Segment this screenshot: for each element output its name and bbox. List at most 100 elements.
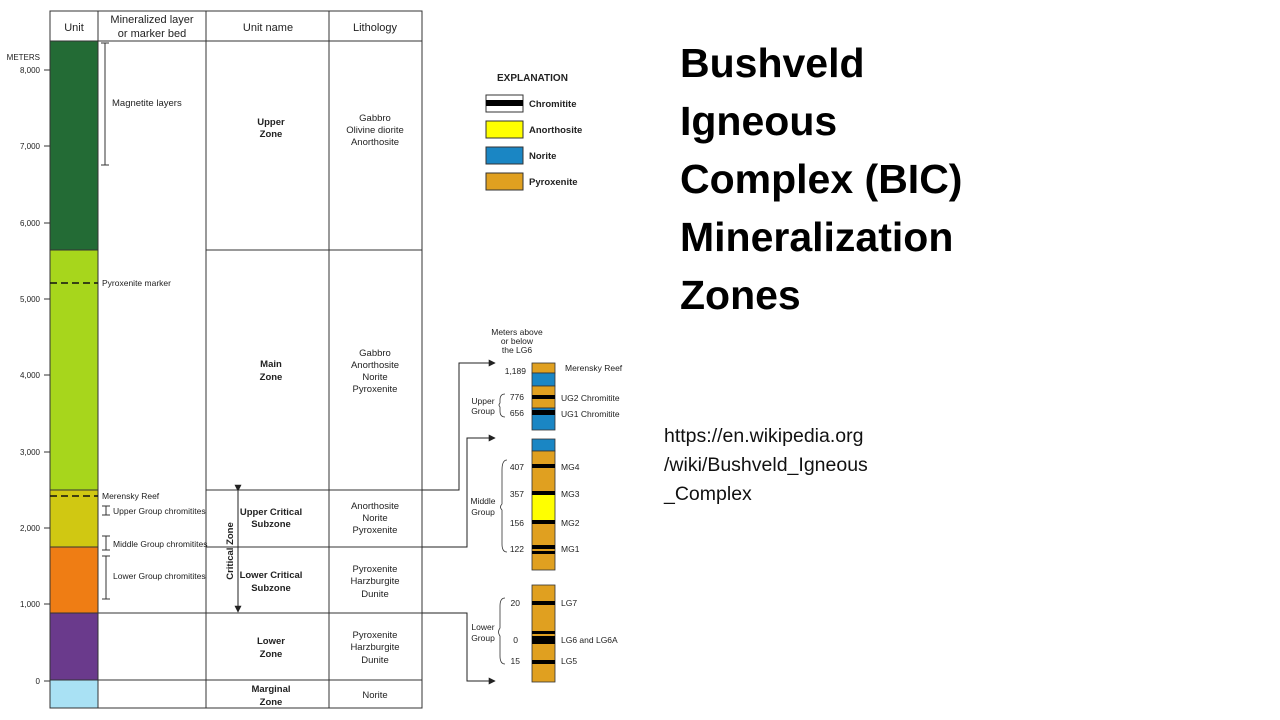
middle-group-label: Middle [470,496,495,506]
explanation-legend: EXPLANATION Chromitite Anorthosite Norit… [485,73,582,191]
magnetite-layers-label: Magnetite layers [112,98,182,109]
upper-zone-bar [50,41,98,250]
detail-value: 122 [510,544,524,554]
lithology-text: Harzburgite [350,576,399,587]
main-zone-name: Zone [260,372,283,383]
upper-zone-name: Zone [260,129,283,140]
tick-label: 1,000 [20,600,41,609]
detail-value: 156 [510,518,524,528]
mineralized-layers: Magnetite layers Pyroxenite marker Meren… [50,42,207,600]
title-line: Bushveld [680,40,865,86]
lithology-text: Norite [362,513,387,524]
slide-title: Bushveld Igneous Complex (BIC) Mineraliz… [680,34,1010,324]
tick-label: 8,000 [20,66,41,75]
source-url-line: /wiki/Bushveld_Igneous [664,454,868,476]
main-zone-bar [50,250,98,490]
detail-label: UG2 Chromitite [561,393,620,403]
legend-label: Norite [529,151,556,162]
detail-heading: or below [501,336,534,346]
lithology-text: Norite [362,372,387,383]
lithology-text: Pyroxenite [353,630,398,641]
lithology-text: Pyroxenite [353,564,398,575]
marginal-zone-name: Zone [260,697,283,708]
detail-label: UG1 Chromitite [561,409,620,419]
tick-label: 3,000 [20,448,41,457]
source-url-line: https://en.wikipedia.org [664,425,864,447]
detail-value: 20 [511,598,521,608]
legend-anorthosite: Anorthosite [485,120,582,139]
tick-label: 6,000 [20,219,41,228]
lower-zone-name: Lower [257,636,285,647]
lithology-text: Norite [362,690,387,701]
detail-label: LG7 [561,598,577,608]
header-unit-name: Unit name [243,22,293,34]
unit-column [50,41,98,708]
critical-zone-label: Critical Zone [225,522,236,580]
legend-label: Anorthosite [529,125,582,136]
merensky-reef-label: Merensky Reef [102,491,160,501]
lithology-text: Pyroxenite [353,384,398,395]
pyroxenite-marker-label: Pyroxenite marker [102,278,171,288]
detail-value: 407 [510,462,524,472]
detail-value: 776 [510,392,524,402]
lithology-text: Dunite [361,589,388,600]
lithology-text: Olivine diorite [346,125,404,136]
lower-zone-name: Zone [260,649,283,660]
legend-pyroxenite: Pyroxenite [485,172,578,191]
title-line: Mineralization [680,214,954,260]
upper-group-chromitites-label: Upper Group chromitites [113,506,206,516]
table-grid [49,10,423,709]
detail-label: MG2 [561,518,580,528]
source-url-line: _Complex [664,483,752,505]
axis-unit-label: METERS [7,53,40,62]
lithology-text: Anorthosite [351,137,399,148]
lithology-text: Gabbro [359,113,391,124]
upper-group-column [531,362,556,431]
title-line: Igneous [680,98,838,144]
lower-critical-name: Lower Critical [240,570,303,581]
lithology-text: Harzburgite [350,642,399,653]
detail-label: MG3 [561,489,580,499]
depth-axis: METERS 8,000 7,000 6,000 5,000 4,000 3,0… [7,53,50,686]
upper-critical-name: Subzone [251,519,291,530]
legend-label: Pyroxenite [529,177,578,188]
middle-group-column [531,438,556,571]
lithology-text: Anorthosite [351,501,399,512]
lower-group-label: Group [471,633,495,643]
tick-label: 4,000 [20,371,41,380]
middle-group-label: Group [471,507,495,517]
lower-group-column [531,584,556,683]
lower-critical-bar [50,547,98,613]
marginal-zone-name: Marginal [251,684,290,695]
legend-chromitite: Chromitite [485,94,577,113]
marginal-zone-bar [50,680,98,708]
lithology-text: Gabbro [359,348,391,359]
detail-value: 1,189 [505,366,527,376]
header-lithology: Lithology [353,22,398,34]
detail-value: 656 [510,408,524,418]
lithology-column: Gabbro Olivine diorite Anorthosite Gabbr… [346,113,404,701]
detail-label: LG6 and LG6A [561,635,618,645]
upper-group-label: Group [471,406,495,416]
header-layer-line2: or marker bed [118,28,186,40]
lower-group-label: Lower [471,622,494,632]
upper-critical-bar [50,490,98,547]
explanation-title: EXPLANATION [497,73,568,84]
tick-label: 5,000 [20,295,41,304]
tick-label: 7,000 [20,142,41,151]
middle-group-chromitites-label: Middle Group chromitites [113,539,207,549]
tick-label: 2,000 [20,524,41,533]
detail-label: Merensky Reef [565,363,623,373]
detail-value: 0 [513,635,518,645]
legend-label: Chromitite [529,99,577,110]
lithology-text: Anorthosite [351,360,399,371]
upper-zone-name: Upper [257,117,285,128]
upper-group-label: Upper [471,396,494,406]
lithology-text: Dunite [361,655,388,666]
title-line: Zones [680,272,801,318]
detail-label: LG5 [561,656,577,666]
detail-heading: Meters above [491,327,543,337]
detail-value: 357 [510,489,524,499]
detail-label: MG4 [561,462,580,472]
lower-critical-name: Subzone [251,583,291,594]
